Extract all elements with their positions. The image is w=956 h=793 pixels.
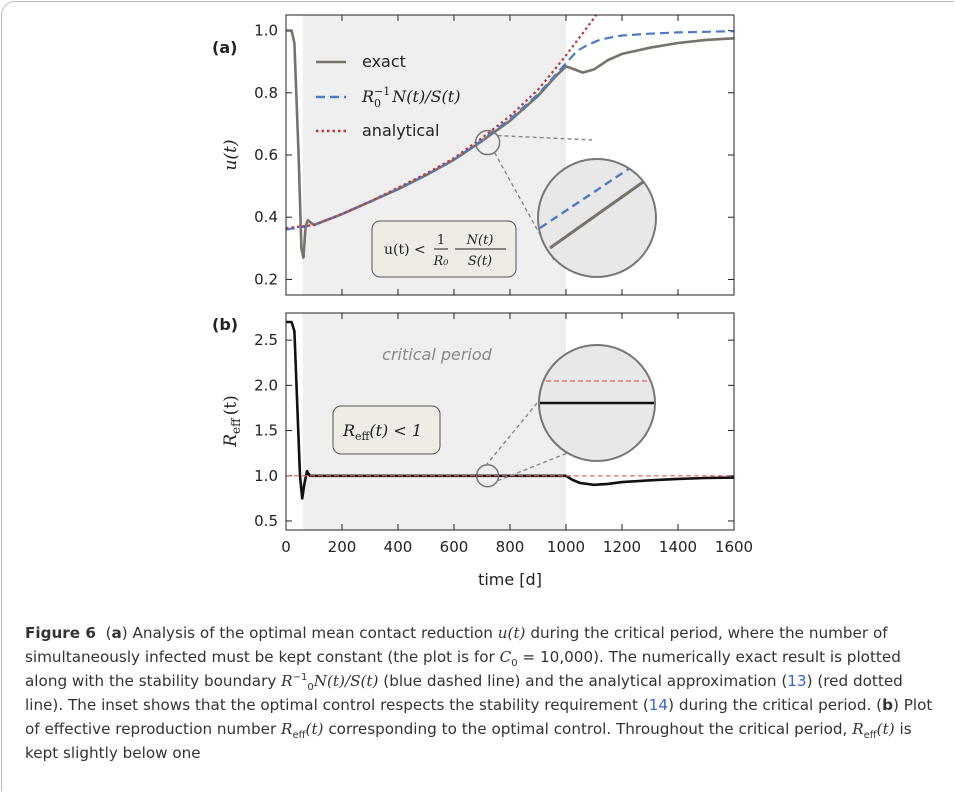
series-group bbox=[286, 320, 734, 500]
caption-math: u(t) bbox=[497, 624, 526, 642]
plot-frame bbox=[285, 312, 735, 531]
inset-line-exact bbox=[549, 168, 656, 250]
legend-label-part: N(t)/S(t) bbox=[391, 87, 460, 106]
caption-text: ) Plot of effective reproduction number bbox=[25, 696, 933, 738]
y-label-part: R bbox=[221, 434, 241, 448]
series-group bbox=[286, 15, 734, 260]
zoom-marker-a bbox=[474, 129, 501, 156]
x-tick-label: 1400 bbox=[659, 538, 697, 556]
caption-math: (t) bbox=[876, 720, 895, 738]
legend-label-analytical: analytical bbox=[362, 121, 439, 140]
y-tick-label: 1.5 bbox=[254, 422, 278, 440]
inset-border-b bbox=[538, 344, 656, 462]
inset-bg-a bbox=[538, 159, 656, 277]
caption-text: is kept slightly below one bbox=[25, 720, 912, 762]
caption-sup: −1 bbox=[292, 671, 308, 683]
x-tick-label: 1200 bbox=[603, 538, 641, 556]
panel-label-b: (b) bbox=[212, 315, 238, 334]
x-axis-label: time [d] bbox=[478, 570, 542, 589]
inequality-part: (t) < 1 bbox=[369, 421, 422, 440]
caption-text: ) during the critical period. ( bbox=[668, 696, 883, 714]
caption-sub: eff bbox=[292, 730, 306, 742]
y-tick-label: 0.4 bbox=[254, 208, 278, 226]
caption-panel-b: b bbox=[882, 696, 893, 714]
inset-b-lines bbox=[539, 380, 655, 405]
caption-panel-a: a bbox=[111, 624, 122, 642]
inequality-text-a: u(t) < bbox=[384, 242, 426, 258]
caption-ref-14[interactable]: 14 bbox=[648, 696, 669, 714]
caption-math: N(t)/S(t) bbox=[313, 672, 379, 690]
caption-sub: 0 bbox=[511, 658, 518, 670]
caption-math: R bbox=[281, 720, 293, 738]
caption-math: R bbox=[281, 672, 293, 690]
panel-b: 0.5 1.0 1.5 2.0 2.5 0 200 400 600 800 1000 1200 1400… bbox=[212, 312, 753, 589]
inequality-text-b: Reff(t) < 1 bbox=[342, 421, 422, 443]
fraction-num: N(t) bbox=[466, 233, 494, 248]
zoom-marker-b bbox=[475, 464, 500, 488]
inequality-part: eff bbox=[355, 430, 371, 443]
y-tick-label: 2.5 bbox=[254, 331, 278, 349]
legend: exact R0−1 N(t)/S(t) analytical bbox=[316, 52, 460, 140]
x-tick-label: 200 bbox=[328, 538, 357, 556]
caption-math: R bbox=[852, 720, 864, 738]
y-tick-label: 1.0 bbox=[254, 467, 278, 485]
caption-math: C bbox=[499, 648, 512, 666]
legend-label-boundary: R0−1 N(t)/S(t) bbox=[361, 85, 460, 110]
caption-sub: eff bbox=[863, 730, 877, 742]
y-label-part: (t) bbox=[221, 395, 241, 415]
y-tick-label: 0.6 bbox=[254, 146, 278, 164]
series-line-analytical bbox=[286, 15, 598, 230]
caption-text: = 10,000). The numerically exact result … bbox=[25, 648, 901, 690]
inset-border-a bbox=[537, 158, 657, 278]
figure-caption: Figure 6 (a) Analysis of the optimal mea… bbox=[25, 621, 940, 765]
inequality-part: R bbox=[342, 421, 355, 440]
y-axis-label-b: Reff (t) bbox=[221, 395, 243, 448]
panel-label-a: (a) bbox=[212, 38, 237, 57]
caption-text: (blue dashed line) and the analytical ap… bbox=[378, 672, 788, 690]
y-tick-label: 2.0 bbox=[254, 376, 278, 394]
fraction-den: R₀ bbox=[433, 254, 450, 269]
legend-label-part: −1 bbox=[374, 85, 390, 98]
x-tick-label: 1600 bbox=[715, 538, 753, 556]
y-tick-label: 0.2 bbox=[254, 270, 278, 288]
x-tick-label: 400 bbox=[384, 538, 413, 556]
fraction-num: 1 bbox=[437, 233, 445, 248]
panel-a: 0.2 0.4 0.6 0.8 1.0 (a) u(t) exact R0−1 N(t)/S(t)… bbox=[212, 14, 735, 296]
caption-text: ( bbox=[105, 624, 112, 642]
y-tick-label: 1.0 bbox=[254, 22, 278, 40]
fraction-den: S(t) bbox=[468, 254, 492, 269]
caption-text: ) (red dotted line). The inset shows tha… bbox=[25, 672, 903, 714]
caption-text: corresponding to the optimal control. Th… bbox=[323, 720, 853, 738]
inequality-box-b bbox=[332, 405, 441, 455]
y-label-part: eff bbox=[229, 417, 243, 434]
legend-label-part: 0 bbox=[374, 97, 381, 110]
x-tick-label: 0 bbox=[281, 538, 291, 556]
caption-math: (t) bbox=[305, 720, 324, 738]
x-tick-label: 600 bbox=[440, 538, 469, 556]
x-tick-label: 1000 bbox=[547, 538, 585, 556]
legend-label-part: R bbox=[361, 87, 374, 106]
caption-text: ) Analysis of the optimal mean contact r… bbox=[121, 624, 498, 642]
y-tick-label: 0.8 bbox=[254, 84, 278, 102]
plot-frame bbox=[285, 14, 735, 296]
y-axis-label-a: u(t) bbox=[221, 139, 241, 170]
caption-text: during the critical period, where the nu… bbox=[25, 624, 888, 666]
y-tick-label: 0.5 bbox=[254, 512, 278, 530]
caption-ref-13[interactable]: 13 bbox=[787, 672, 807, 690]
x-tick-label: 800 bbox=[496, 538, 525, 556]
caption-sub: 0 bbox=[307, 682, 314, 694]
zoom-connector bbox=[497, 451, 571, 482]
caption-label: Figure 6 bbox=[25, 624, 96, 642]
critical-period-label: critical period bbox=[382, 345, 492, 364]
legend-label-exact: exact bbox=[362, 52, 406, 71]
zoom-connector bbox=[497, 134, 593, 141]
zoom-connector bbox=[485, 374, 561, 467]
